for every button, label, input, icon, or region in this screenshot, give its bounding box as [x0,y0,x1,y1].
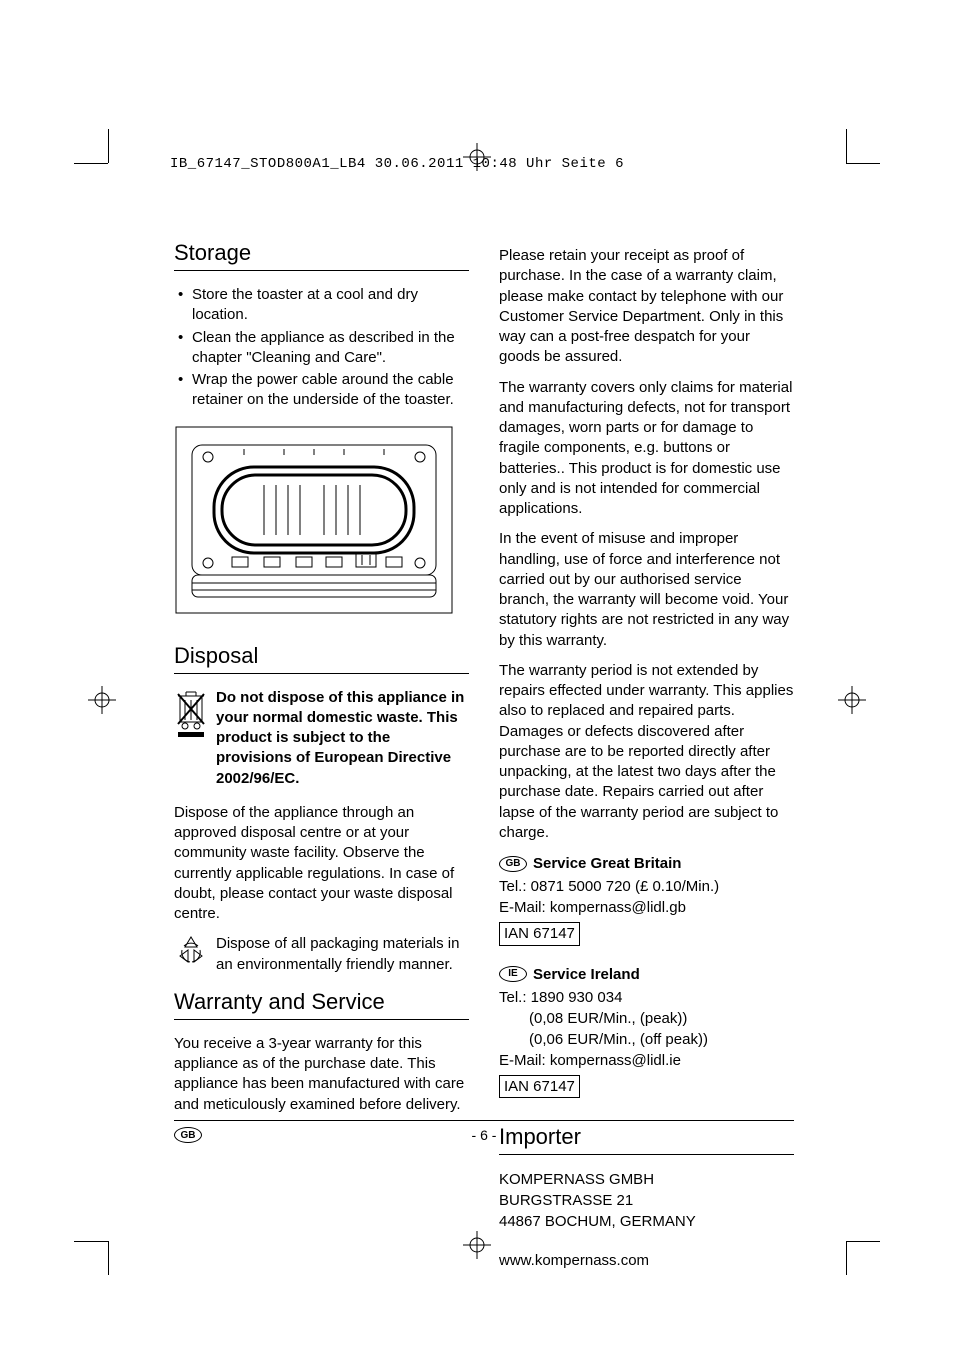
storage-list: Store the toaster at a cool and dry loca… [174,285,469,411]
list-item: Store the toaster at a cool and dry loca… [174,285,469,326]
service-heading-ie: IE Service Ireland [499,964,794,985]
ian-number: IAN 67147 [499,922,580,946]
print-header-slug: IB_67147_STOD800A1_LB4 30.06.2011 10:48 … [170,156,624,172]
country-oval-icon: IE [499,966,527,982]
registration-mark-icon [838,686,866,718]
right-column: Please retain your receipt as proof of p… [499,240,794,1151]
heading-warranty: Warranty and Service [174,989,469,1020]
importer-web: www.kompernass.com [499,1250,794,1271]
service-email: E-Mail: kompernass@lidl.gb [499,897,794,918]
left-column: Storage Store the toaster at a cool and … [174,240,469,1151]
warranty-paragraph: Please retain your receipt as proof of p… [499,246,794,368]
registration-mark-icon [88,686,116,718]
registration-mark-icon [463,1231,491,1263]
list-item: Wrap the power cable around the cable re… [174,370,469,411]
weee-bin-icon [174,690,208,746]
page-footer: GB - 6 - [174,1120,794,1143]
service-tel: Tel.: 1890 930 034 [499,987,794,1008]
country-oval-icon: GB [174,1127,202,1143]
recycle-icon [174,934,208,974]
recycle-text: Dispose of all packaging materials in an… [216,935,459,972]
service-title: Service Ireland [533,964,640,985]
registration-mark-icon [463,143,491,175]
list-item: Clean the appliance as described in the … [174,328,469,369]
country-oval-icon: GB [499,856,527,872]
service-title: Service Great Britain [533,853,681,874]
disposal-paragraph: Dispose of the appliance through an appr… [174,803,469,925]
service-heading-gb: GB Service Great Britain [499,853,794,874]
warranty-paragraph: You receive a 3-year warranty for this a… [174,1034,469,1115]
importer-line: KOMPERNASS GMBH [499,1169,794,1190]
warranty-paragraph: The warranty period is not extended by r… [499,661,794,843]
service-email: E-Mail: kompernass@lidl.ie [499,1050,794,1071]
service-rate: (0,06 EUR/Min., (off peak)) [499,1029,794,1050]
importer-line: BURGSTRASSE 21 [499,1190,794,1211]
importer-line: 44867 BOCHUM, GERMANY [499,1211,794,1232]
service-tel: Tel.: 0871 5000 720 (£ 0.10/Min.) [499,876,794,897]
ian-number: IAN 67147 [499,1075,580,1099]
heading-storage: Storage [174,240,469,271]
service-rate: (0,08 EUR/Min., (peak)) [499,1008,794,1029]
heading-disposal: Disposal [174,643,469,674]
warranty-paragraph: In the event of misuse and improper hand… [499,529,794,651]
recycle-note: Dispose of all packaging materials in an… [174,934,469,975]
weee-warning: Do not dispose of this appliance in your… [174,688,469,789]
toaster-underside-figure [174,425,469,619]
page-number: - 6 - [472,1127,497,1143]
warranty-paragraph: The warranty covers only claims for mate… [499,378,794,520]
weee-warning-text: Do not dispose of this appliance in your… [216,689,464,787]
page-content: Storage Store the toaster at a cool and … [174,240,794,1151]
